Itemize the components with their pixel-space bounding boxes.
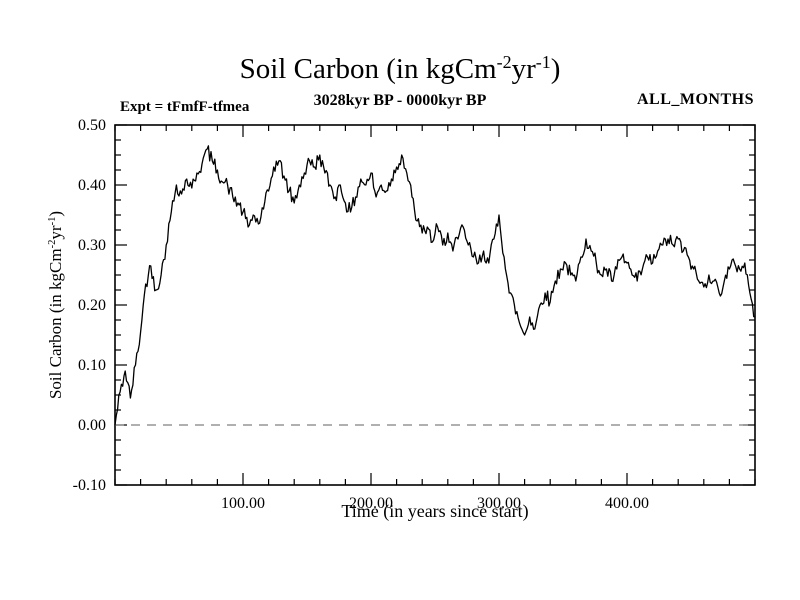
svg-text:-0.10: -0.10 (73, 477, 106, 494)
months-label: ALL_MONTHS (636, 91, 754, 108)
y-axis-label-superscript: -2 (47, 239, 59, 249)
svg-text:100.00: 100.00 (221, 495, 265, 512)
svg-text:300.00: 300.00 (477, 495, 521, 512)
y-axis-label-text: ) (46, 210, 65, 217)
x-axis-label: Time (in years since start) (341, 501, 529, 521)
svg-text:0.40: 0.40 (78, 177, 106, 194)
svg-text:400.00: 400.00 (605, 495, 649, 512)
y-axis-label-text: yr (46, 225, 65, 240)
chart-title-text: ) (550, 52, 561, 85)
svg-text:0.30: 0.30 (78, 237, 106, 254)
chart-title: Soil Carbon (in kgCm-2yr-1) (0, 52, 800, 86)
y-axis-label-text: Soil Carbon (in kgCm (46, 248, 65, 400)
chart-title-text: Soil Carbon (in kgCm (239, 52, 497, 85)
svg-text:0.20: 0.20 (78, 297, 106, 314)
svg-text:200.00: 200.00 (349, 495, 393, 512)
chart-title-superscript: -2 (496, 52, 512, 72)
chart-subtitle: 3028kyr BP - 0000kyr BP (313, 92, 487, 109)
svg-text:0.10: 0.10 (78, 357, 106, 374)
y-axis-label-superscript: -1 (47, 216, 59, 226)
chart-title-superscript: -1 (535, 52, 551, 72)
svg-text:0.00: 0.00 (78, 417, 106, 434)
chart-title-text: yr (511, 52, 536, 85)
experiment-label: Expt = tFmfF-tfmea (120, 99, 250, 115)
svg-text:0.50: 0.50 (78, 117, 106, 134)
y-axis-label: Soil Carbon (in kgCm-2yr-1) (46, 211, 66, 399)
